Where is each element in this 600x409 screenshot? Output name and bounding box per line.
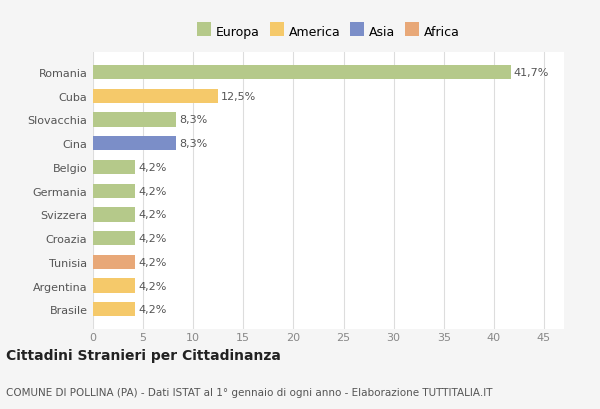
Text: 4,2%: 4,2% [138, 162, 166, 173]
Text: 8,3%: 8,3% [179, 139, 208, 149]
Bar [93, 66, 511, 80]
Bar [93, 303, 135, 317]
Bar [93, 160, 135, 175]
Bar [93, 208, 135, 222]
Text: 8,3%: 8,3% [179, 115, 208, 125]
Bar [93, 184, 135, 198]
Text: 4,2%: 4,2% [138, 305, 166, 315]
Bar [93, 279, 135, 293]
Bar [93, 137, 176, 151]
Bar [93, 255, 135, 270]
Text: 4,2%: 4,2% [138, 210, 166, 220]
Text: 4,2%: 4,2% [138, 257, 166, 267]
Bar [93, 113, 176, 127]
Legend: Europa, America, Asia, Africa: Europa, America, Asia, Africa [192, 21, 465, 44]
Text: COMUNE DI POLLINA (PA) - Dati ISTAT al 1° gennaio di ogni anno - Elaborazione TU: COMUNE DI POLLINA (PA) - Dati ISTAT al 1… [6, 387, 493, 397]
Text: 4,2%: 4,2% [138, 234, 166, 243]
Text: 4,2%: 4,2% [138, 281, 166, 291]
Text: Cittadini Stranieri per Cittadinanza: Cittadini Stranieri per Cittadinanza [6, 348, 281, 362]
Text: 12,5%: 12,5% [221, 92, 257, 101]
Text: 4,2%: 4,2% [138, 186, 166, 196]
Text: 41,7%: 41,7% [514, 68, 549, 78]
Bar [93, 90, 218, 103]
Bar [93, 231, 135, 246]
